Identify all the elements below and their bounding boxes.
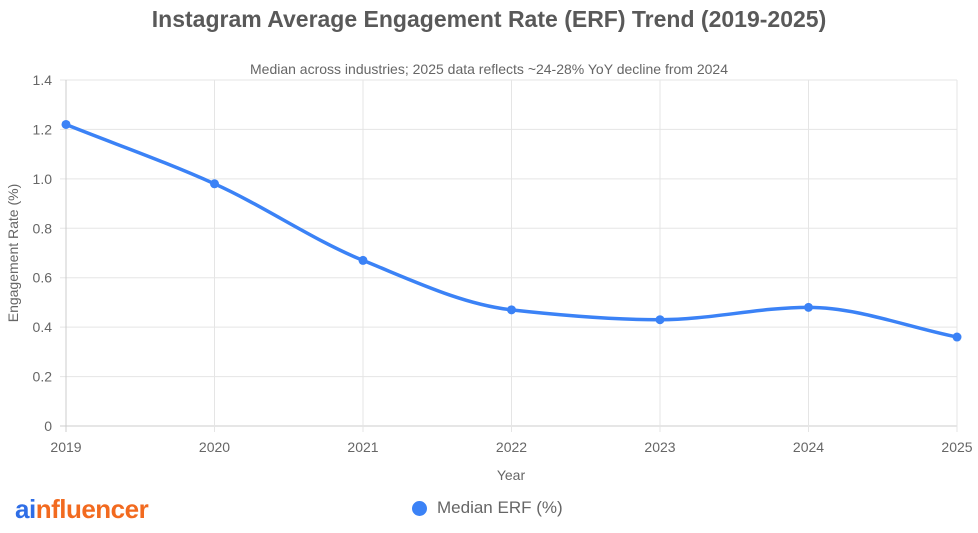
- grid-lines: [60, 79, 958, 432]
- y-tick-label: 0.6: [33, 270, 53, 286]
- y-tick-label: 1.2: [33, 121, 53, 137]
- y-tick-label: 0: [44, 418, 52, 434]
- x-tick-label: 2024: [793, 439, 824, 455]
- x-tick-label: 2025: [941, 439, 972, 455]
- y-tick-label: 1.0: [33, 171, 53, 187]
- x-tick-label: 2023: [644, 439, 675, 455]
- data-point[interactable]: [804, 302, 813, 312]
- legend-swatch-icon: [412, 500, 427, 516]
- series-group: [61, 119, 962, 342]
- data-point[interactable]: [507, 305, 516, 315]
- chart-title: Instagram Average Engagement Rate (ERF) …: [151, 6, 827, 32]
- x-axis-ticks: 2019 2020 2021 2022 2023 2024 2025: [50, 439, 972, 455]
- data-point[interactable]: [210, 179, 219, 189]
- x-tick-label: 2020: [199, 439, 230, 455]
- legend-label: Median ERF (%): [437, 498, 563, 517]
- x-tick-label: 2022: [496, 439, 527, 455]
- x-tick-label: 2021: [347, 439, 378, 455]
- data-point[interactable]: [61, 119, 71, 129]
- y-tick-label: 1.4: [33, 72, 53, 88]
- data-point[interactable]: [952, 332, 962, 342]
- legend[interactable]: Median ERF (%): [412, 498, 563, 518]
- chart-subtitle: Median across industries; 2025 data refl…: [250, 61, 728, 77]
- y-axis-label: Engagement Rate (%): [5, 184, 21, 323]
- y-axis-ticks: 0 0.2 0.4 0.6 0.8 1.0 1.2 1.4: [33, 72, 53, 434]
- data-point[interactable]: [655, 315, 665, 325]
- y-tick-label: 0.8: [33, 220, 53, 236]
- x-tick-label: 2019: [50, 439, 81, 455]
- y-tick-label: 0.2: [33, 369, 53, 385]
- data-point[interactable]: [358, 255, 368, 265]
- x-axis-label: Year: [497, 467, 526, 483]
- logo-ai: ai: [15, 494, 36, 524]
- logo-rest: nfluencer: [35, 494, 149, 524]
- ainfluencer-logo: ainfluencer: [15, 494, 149, 524]
- y-tick-label: 0.4: [33, 319, 53, 335]
